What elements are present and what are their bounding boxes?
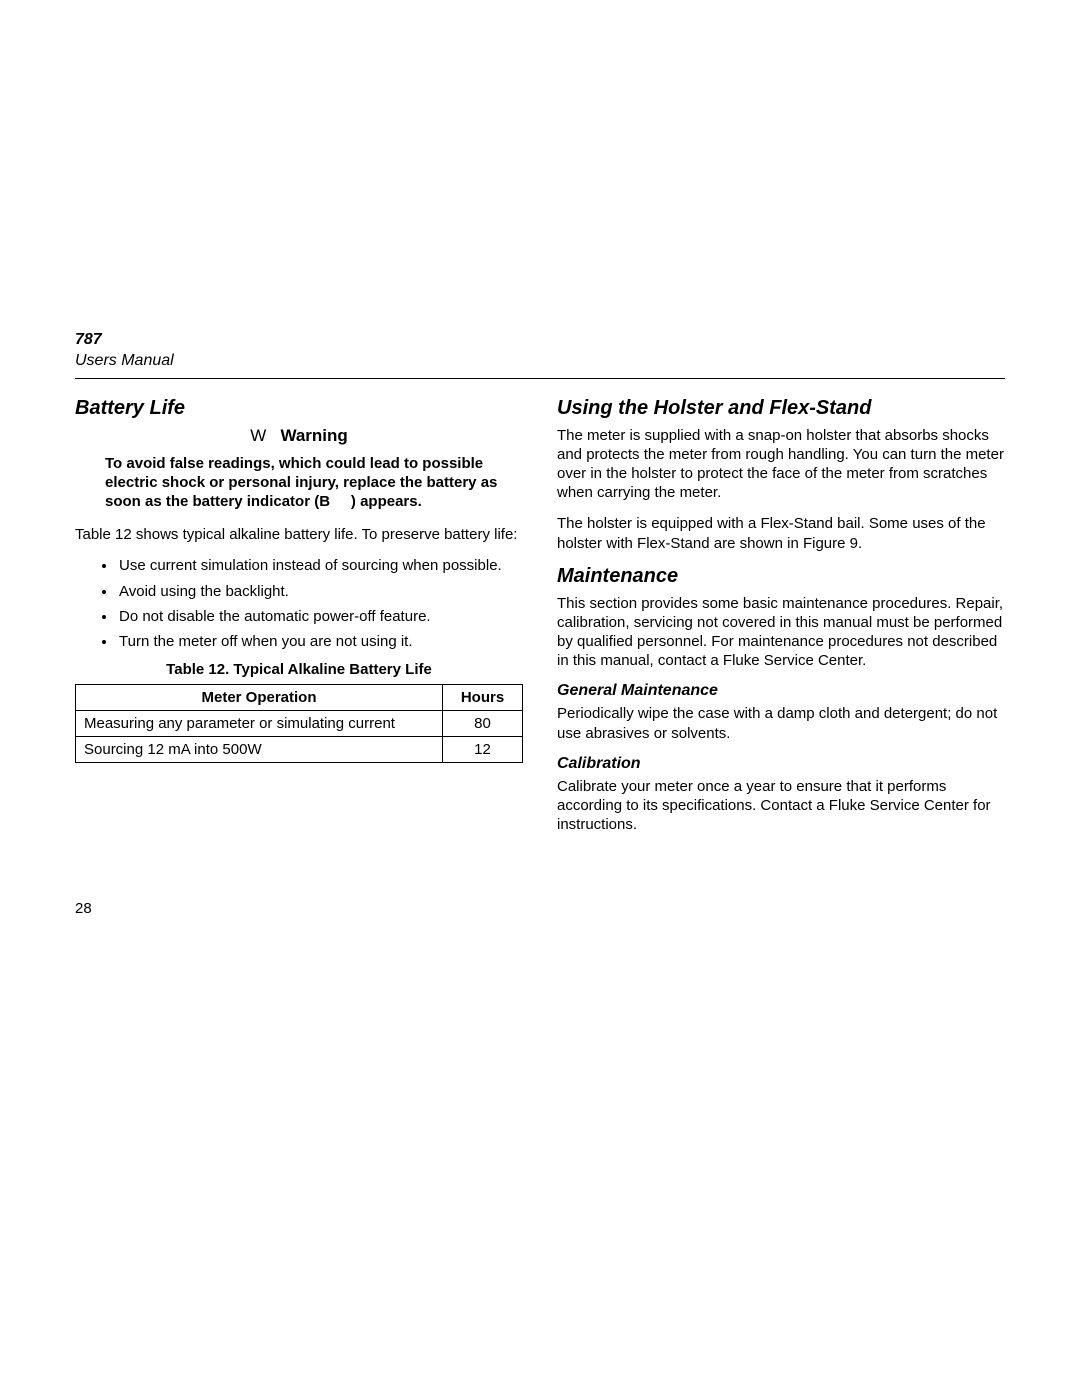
maintenance-heading: Maintenance: [557, 565, 1005, 588]
model-number: 787: [75, 330, 1005, 351]
right-column: Using the Holster and Flex-Stand The met…: [557, 397, 1005, 847]
calibration-p1: Calibrate your meter once a year to ensu…: [557, 777, 1005, 835]
cell-operation: Measuring any parameter or simulating cu…: [76, 711, 443, 737]
calibration-heading: Calibration: [557, 755, 1005, 773]
warning-label: Warning: [280, 426, 347, 445]
list-item: Avoid using the backlight.: [117, 582, 523, 601]
warning-text-2: ) appears.: [351, 493, 422, 510]
list-item: Turn the meter off when you are not usin…: [117, 632, 523, 651]
warning-text-1: To avoid false readings, which could lea…: [105, 455, 497, 510]
battery-intro: Table 12 shows typical alkaline battery …: [75, 525, 523, 544]
cell-operation: Sourcing 12 mA into 500W: [76, 737, 443, 763]
battery-tips-list: Use current simulation instead of sourci…: [75, 556, 523, 651]
general-maintenance-p1: Periodically wipe the case with a damp c…: [557, 704, 1005, 742]
left-column: Battery Life W Warning To avoid false re…: [75, 397, 523, 847]
warning-heading: W Warning: [75, 426, 523, 446]
page-number: 28: [75, 900, 92, 917]
battery-life-table: Meter Operation Hours Measuring any para…: [75, 684, 523, 763]
page-header: 787 Users Manual: [75, 330, 1005, 372]
general-maintenance-heading: General Maintenance: [557, 682, 1005, 700]
table-header-row: Meter Operation Hours: [76, 685, 523, 711]
list-item: Do not disable the automatic power-off f…: [117, 607, 523, 626]
table-row: Sourcing 12 mA into 500W 12: [76, 737, 523, 763]
holster-p2: The holster is equipped with a Flex-Stan…: [557, 514, 1005, 552]
list-item: Use current simulation instead of sourci…: [117, 556, 523, 575]
battery-life-heading: Battery Life: [75, 397, 523, 420]
col-meter-operation: Meter Operation: [76, 685, 443, 711]
battery-indicator-icon: B: [319, 493, 330, 510]
table-row: Measuring any parameter or simulating cu…: [76, 711, 523, 737]
warning-body: To avoid false readings, which could lea…: [105, 454, 503, 512]
content-columns: Battery Life W Warning To avoid false re…: [75, 397, 1005, 847]
header-rule: [75, 378, 1005, 379]
cell-hours: 80: [443, 711, 523, 737]
manual-label: Users Manual: [75, 351, 1005, 372]
holster-p1: The meter is supplied with a snap-on hol…: [557, 426, 1005, 503]
col-hours: Hours: [443, 685, 523, 711]
maintenance-p1: This section provides some basic mainten…: [557, 594, 1005, 671]
table-caption: Table 12. Typical Alkaline Battery Life: [75, 661, 523, 678]
manual-page: 787 Users Manual Battery Life W Warning …: [0, 0, 1080, 1397]
warning-icon: W: [250, 426, 266, 445]
cell-hours: 12: [443, 737, 523, 763]
holster-heading: Using the Holster and Flex-Stand: [557, 397, 1005, 420]
